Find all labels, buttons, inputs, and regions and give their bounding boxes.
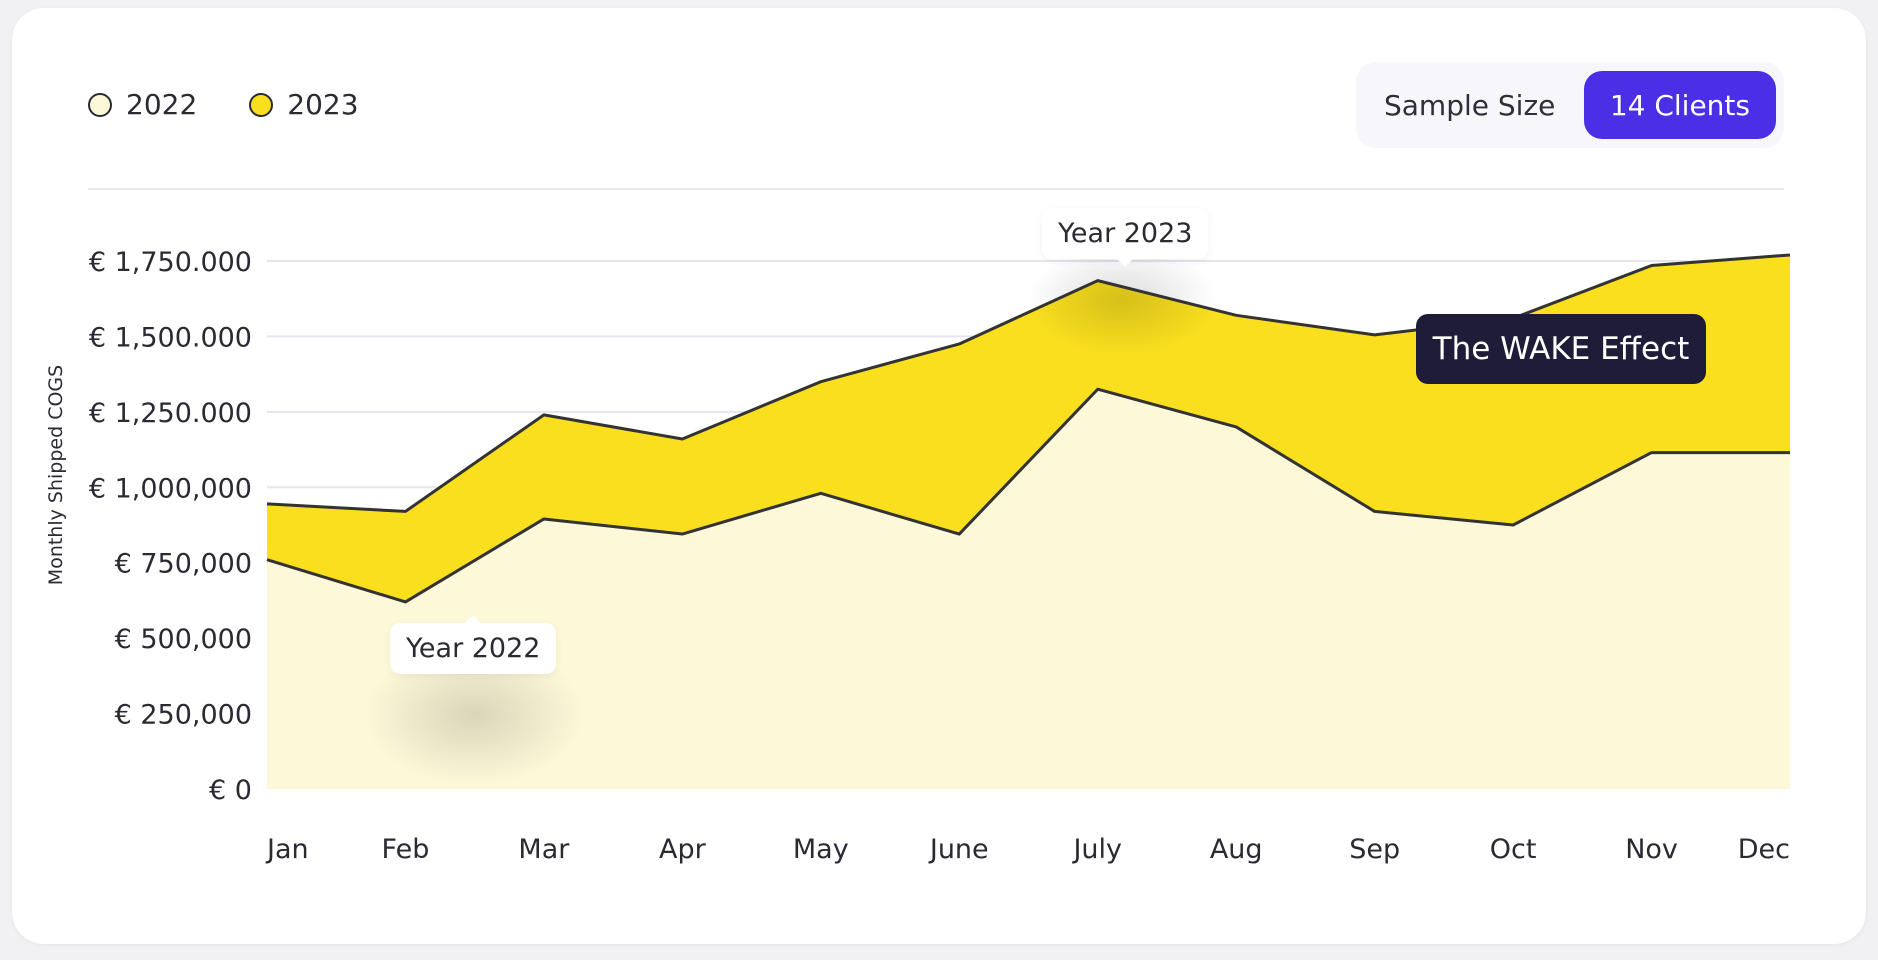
line-2023 bbox=[266, 253, 1791, 513]
sample-size-label: Sample Size bbox=[1384, 88, 1556, 122]
callout-glows bbox=[364, 245, 1217, 785]
y-tick-label-2: € 500,000 bbox=[115, 624, 252, 655]
x-axis-ticks: Jan Feb Mar Apr May June July Aug Sep Oct Nov Dec bbox=[265, 834, 1790, 865]
y-axis-ticks: € 0 € 250,000 € 500,000 € 750,000 € 1,000,00… bbox=[89, 247, 252, 806]
glow-year-2022 bbox=[364, 645, 584, 785]
x-tick-label-sep: Sep bbox=[1349, 834, 1400, 865]
legend-item-2023[interactable]: 2023 bbox=[249, 88, 359, 121]
y-tick-label-6: € 1,500.000 bbox=[89, 322, 252, 353]
x-tick-label-june: June bbox=[928, 834, 989, 865]
y-tick-label-1: € 250,000 bbox=[115, 700, 252, 731]
y-axis-label: Monthly Shipped COGS bbox=[45, 365, 67, 585]
legend-label-2022: 2022 bbox=[126, 88, 198, 121]
series-lines bbox=[266, 253, 1791, 604]
legend-item-2022[interactable]: 2022 bbox=[88, 88, 197, 121]
area-2022 bbox=[267, 389, 1790, 789]
x-tick-label-oct: Oct bbox=[1490, 834, 1537, 865]
x-tick-label-nov: Nov bbox=[1625, 834, 1678, 865]
callout-year-2022-text: Year 2022 bbox=[406, 633, 541, 664]
callout-year-2022: Year 2022 bbox=[390, 615, 557, 674]
x-tick-label-jan: Jan bbox=[265, 834, 309, 865]
chart-legend: 2022 2023 bbox=[88, 88, 359, 121]
clients-button[interactable]: 14 Clients bbox=[1583, 71, 1776, 139]
y-tick-label-7: € 1,750.000 bbox=[89, 247, 252, 278]
x-tick-label-dec: Dec bbox=[1738, 834, 1790, 865]
legend-swatch-2022 bbox=[88, 92, 112, 117]
callout-year-2023-text: Year 2023 bbox=[1058, 218, 1193, 249]
series-areas bbox=[267, 254, 1790, 790]
wake-effect-badge: The WAKE Effect bbox=[1416, 314, 1706, 384]
y-tick-label-3: € 750,000 bbox=[115, 549, 252, 580]
x-tick-label-may: May bbox=[793, 834, 849, 865]
y-tick-label-5: € 1,250.000 bbox=[89, 398, 252, 429]
legend-swatch-2023 bbox=[249, 92, 274, 117]
callout-year-2023: Year 2023 bbox=[1042, 208, 1209, 267]
sample-size-toggle: Sample Size 14 Clients bbox=[1356, 62, 1784, 148]
x-tick-label-mar: Mar bbox=[518, 834, 570, 865]
x-tick-label-feb: Feb bbox=[382, 834, 430, 865]
y-tick-label-0: € 0 bbox=[209, 775, 252, 806]
line-2022 bbox=[266, 387, 1790, 604]
x-tick-label-apr: Apr bbox=[659, 834, 707, 865]
x-tick-label-july: July bbox=[1071, 834, 1122, 865]
callout-year-2022-arrow bbox=[465, 615, 482, 623]
callout-year-2023-arrow bbox=[1117, 259, 1134, 267]
y-tick-label-4: € 1,000,000 bbox=[89, 473, 252, 504]
glow-year-2023 bbox=[1027, 245, 1217, 355]
legend-label-2023: 2023 bbox=[287, 88, 359, 121]
header-divider bbox=[88, 188, 1784, 190]
x-tick-label-aug: Aug bbox=[1210, 834, 1263, 865]
